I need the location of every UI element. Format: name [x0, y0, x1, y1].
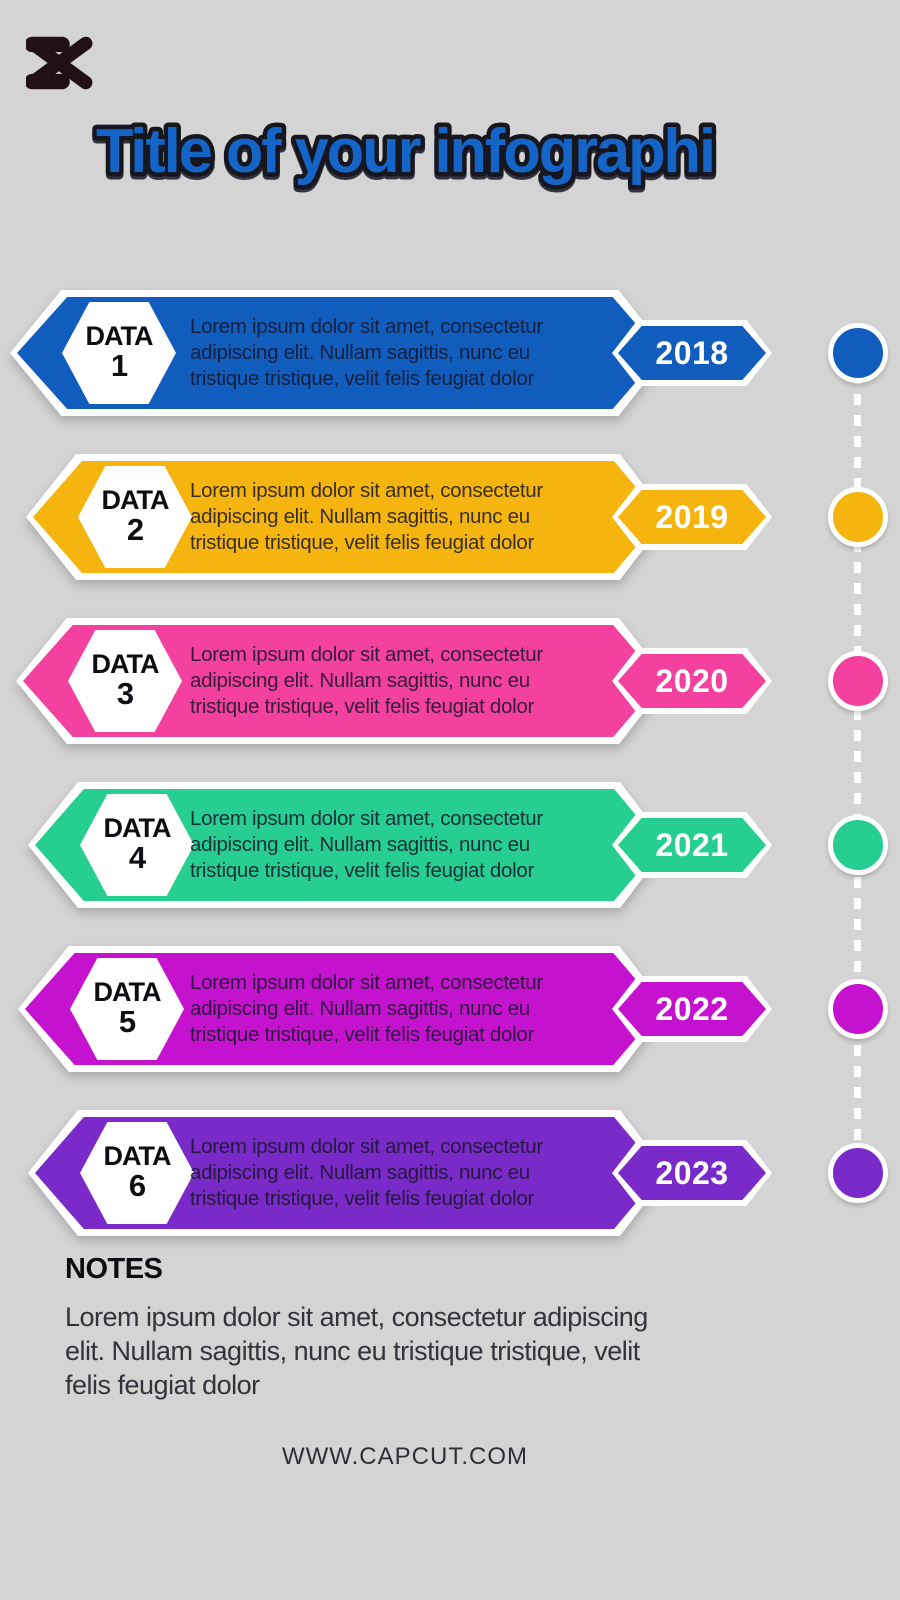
timeline-dot — [828, 1143, 888, 1203]
data-label: DATA — [91, 649, 160, 680]
timeline-row: DATA 2 Lorem ipsum dolor sit amet, conse… — [0, 454, 900, 580]
timeline-row: DATA 6 Lorem ipsum dolor sit amet, conse… — [0, 1110, 900, 1236]
year-badge-fill: 2018 — [618, 326, 766, 380]
timeline-dot — [828, 979, 888, 1039]
timeline-dot — [828, 487, 888, 547]
item-description: Lorem ipsum dolor sit amet, consectetur … — [190, 315, 543, 390]
year-badge-fill: 2022 — [618, 982, 766, 1036]
data-number: 1 — [110, 348, 128, 384]
data-number: 6 — [128, 1168, 146, 1204]
year-badge: 2019 — [612, 484, 772, 550]
data-label-hexagon: DATA 3 — [68, 630, 182, 732]
timeline-dot — [828, 651, 888, 711]
year-label: 2018 — [655, 334, 729, 371]
year-badge-fill: 2021 — [618, 818, 766, 872]
data-number: 3 — [116, 676, 134, 712]
timeline-row: DATA 4 Lorem ipsum dolor sit amet, conse… — [0, 782, 900, 908]
data-label-hexagon: DATA 5 — [70, 958, 184, 1060]
data-label: DATA — [101, 485, 170, 516]
data-label-hexagon: DATA 2 — [78, 466, 192, 568]
timeline-row: DATA 1 Lorem ipsum dolor sit amet, conse… — [0, 290, 900, 416]
data-label: DATA — [93, 977, 162, 1008]
year-badge: 2020 — [612, 648, 772, 714]
capcut-logo-icon — [26, 36, 93, 90]
page-title-text: Title of your infographi — [96, 117, 714, 186]
year-badge-fill: 2019 — [618, 490, 766, 544]
data-label-hexagon: DATA 1 — [62, 302, 176, 404]
year-label: 2021 — [655, 826, 729, 863]
data-label: DATA — [103, 1141, 172, 1172]
page-title: Title of your infographi — [92, 113, 721, 191]
year-badge: 2021 — [612, 812, 772, 878]
item-description: Lorem ipsum dolor sit amet, consectetur … — [190, 479, 543, 554]
timeline-row: DATA 5 Lorem ipsum dolor sit amet, conse… — [0, 946, 900, 1072]
year-label: 2023 — [655, 1154, 729, 1191]
year-badge-fill: 2023 — [618, 1146, 766, 1200]
timeline-connector-line — [854, 352, 861, 1174]
timeline-dot — [828, 323, 888, 383]
item-description: Lorem ipsum dolor sit amet, consectetur … — [190, 643, 543, 718]
timeline-row: DATA 3 Lorem ipsum dolor sit amet, conse… — [0, 618, 900, 744]
notes-body: Lorem ipsum dolor sit amet, consectetur … — [65, 1302, 648, 1400]
year-badge: 2022 — [612, 976, 772, 1042]
timeline-dot — [828, 815, 888, 875]
item-description: Lorem ipsum dolor sit amet, consectetur … — [190, 1135, 543, 1210]
notes-heading: NOTES — [65, 1253, 163, 1285]
item-description: Lorem ipsum dolor sit amet, consectetur … — [190, 971, 543, 1046]
website-text: WWW.CAPCUT.COM — [282, 1443, 528, 1470]
data-number: 4 — [128, 840, 146, 876]
year-label: 2019 — [655, 498, 729, 535]
year-badge: 2018 — [612, 320, 772, 386]
year-label: 2020 — [655, 662, 729, 699]
year-badge-fill: 2020 — [618, 654, 766, 708]
data-label: DATA — [103, 813, 172, 844]
year-badge: 2023 — [612, 1140, 772, 1206]
data-label: DATA — [85, 321, 154, 352]
item-description: Lorem ipsum dolor sit amet, consectetur … — [190, 807, 543, 882]
year-label: 2022 — [655, 990, 729, 1027]
data-label-hexagon: DATA 6 — [80, 1122, 194, 1224]
data-number: 2 — [126, 512, 144, 548]
data-number: 5 — [118, 1004, 136, 1040]
data-label-hexagon: DATA 4 — [80, 794, 194, 896]
